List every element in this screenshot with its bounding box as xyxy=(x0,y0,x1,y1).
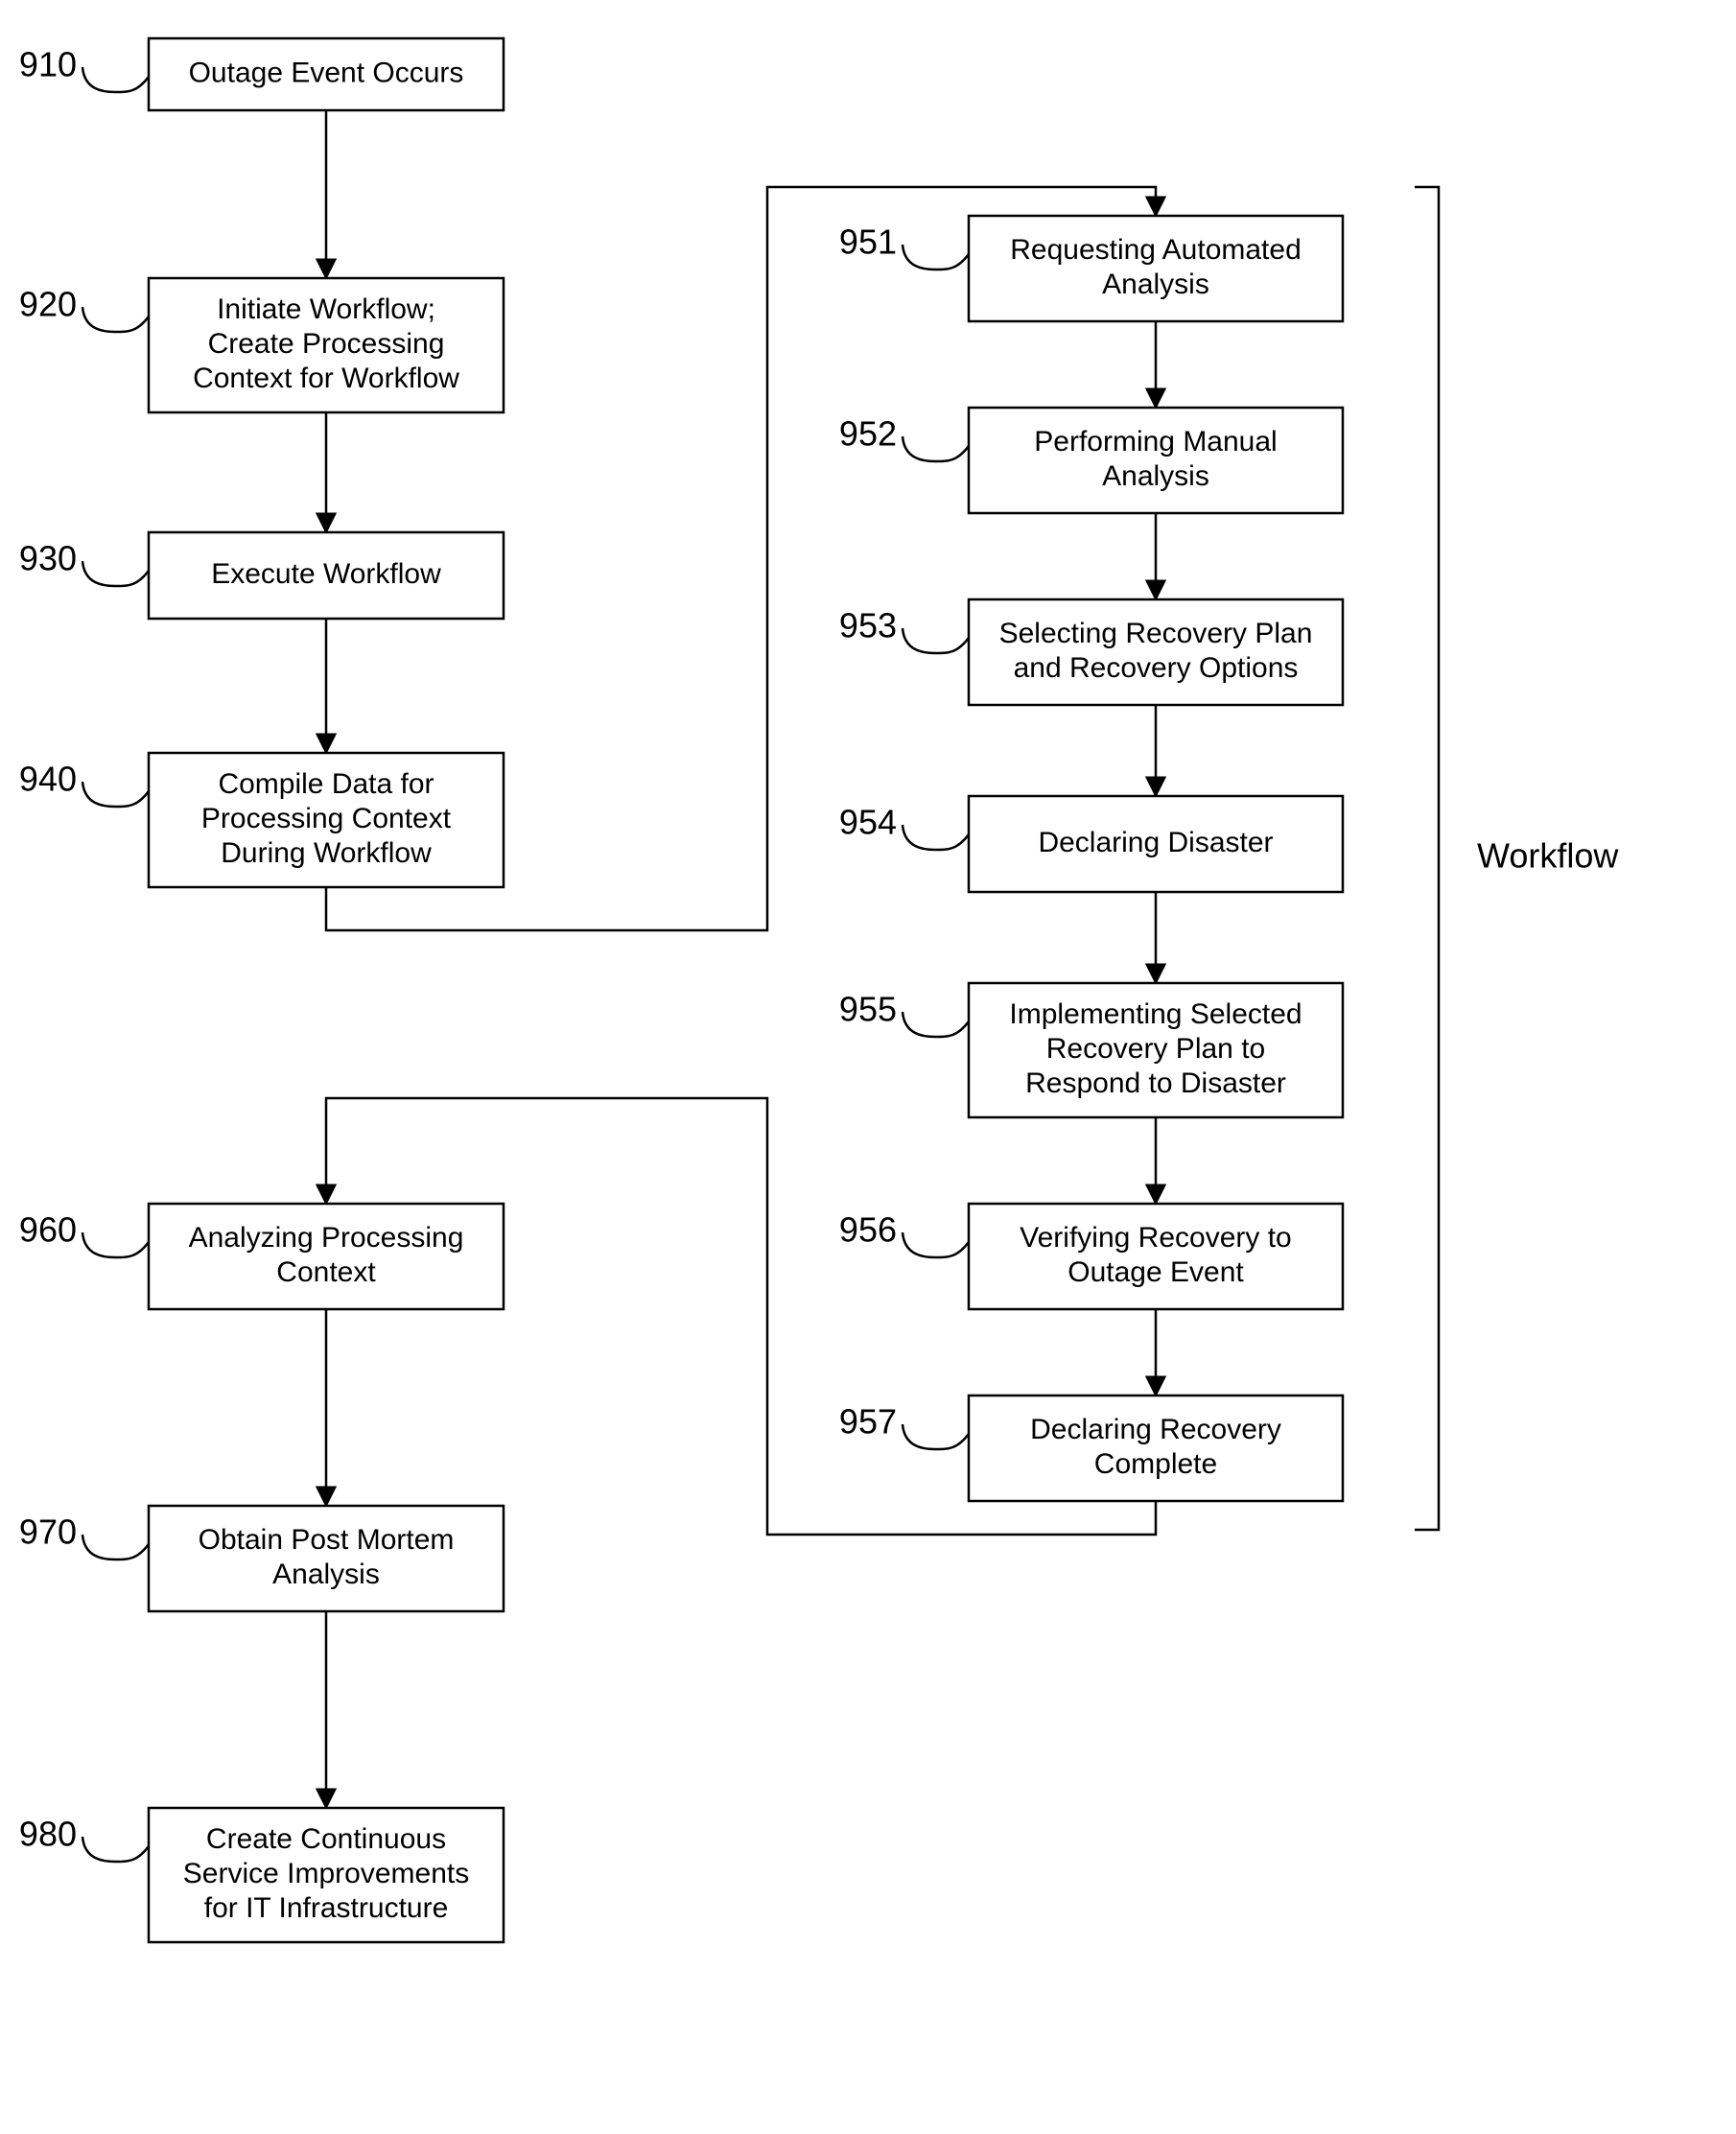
workflow-label: Workflow xyxy=(1477,836,1619,876)
flowchart-node: Initiate Workflow;Create ProcessingConte… xyxy=(19,278,504,412)
flowchart-node: Selecting Recovery Planand Recovery Opti… xyxy=(839,599,1343,705)
flowchart-node: Analyzing ProcessingContext 960 xyxy=(19,1204,504,1309)
node-number-hook xyxy=(82,1535,149,1559)
node-text: Compile Data for xyxy=(218,768,434,800)
node-number: 952 xyxy=(839,414,897,454)
node-number: 954 xyxy=(839,803,897,842)
node-number-hook xyxy=(903,628,969,653)
node-text: Execute Workflow xyxy=(211,558,441,590)
node-number-hook xyxy=(82,67,149,92)
flowchart-node: Compile Data forProcessing ContextDuring… xyxy=(19,753,504,887)
node-text: Context for Workflow xyxy=(193,363,459,394)
node-text: Performing Manual xyxy=(1034,426,1277,457)
flowchart-node: Verifying Recovery toOutage Event 956 xyxy=(839,1204,1343,1309)
flowchart-node: Execute Workflow 930 xyxy=(19,532,504,619)
node-number-hook xyxy=(82,782,149,807)
node-number: 980 xyxy=(19,1815,77,1854)
node-text: Analyzing Processing xyxy=(189,1222,464,1254)
boxes-layer: Outage Event Occurs 910 Initiate Workflow;… xyxy=(19,38,1343,1942)
flowchart-node: Create ContinuousService Improvementsfor… xyxy=(19,1808,504,1942)
node-number-hook xyxy=(903,436,969,461)
node-text: Verifying Recovery to xyxy=(1020,1222,1291,1254)
node-number: 956 xyxy=(839,1210,897,1250)
node-number-hook xyxy=(903,1012,969,1037)
node-number-hook xyxy=(82,561,149,586)
node-number: 970 xyxy=(19,1513,77,1552)
flowchart-canvas: Outage Event Occurs 910 Initiate Workflow;… xyxy=(0,0,1736,2134)
node-number-hook xyxy=(903,1232,969,1257)
node-number-hook xyxy=(82,1837,149,1862)
node-text: Complete xyxy=(1094,1448,1217,1480)
flowchart-node: Implementing SelectedRecovery Plan toRes… xyxy=(839,983,1343,1117)
node-text: Outage Event Occurs xyxy=(189,57,464,88)
node-number-hook xyxy=(82,307,149,332)
node-text: Selecting Recovery Plan xyxy=(999,618,1313,649)
node-text: Service Improvements xyxy=(183,1858,469,1889)
node-number: 951 xyxy=(839,223,897,262)
node-text: and Recovery Options xyxy=(1014,652,1299,684)
node-text: Processing Context xyxy=(201,803,452,834)
node-number-hook xyxy=(903,1424,969,1449)
node-number: 957 xyxy=(839,1402,897,1442)
node-number: 920 xyxy=(19,285,77,324)
flowchart-node: Declaring RecoveryComplete 957 xyxy=(839,1395,1343,1501)
node-number: 960 xyxy=(19,1210,77,1250)
node-text: Declaring Recovery xyxy=(1030,1414,1281,1445)
node-text: Create Continuous xyxy=(206,1823,446,1855)
node-number-hook xyxy=(903,245,969,270)
flowchart-node: Obtain Post MortemAnalysis 970 xyxy=(19,1506,504,1611)
flowchart-node: Outage Event Occurs 910 xyxy=(19,38,504,110)
node-number: 953 xyxy=(839,606,897,645)
node-number: 930 xyxy=(19,539,77,578)
node-number-hook xyxy=(82,1232,149,1257)
node-number: 955 xyxy=(839,990,897,1029)
node-number-hook xyxy=(903,825,969,850)
node-number: 940 xyxy=(19,760,77,799)
node-text: Outage Event xyxy=(1067,1256,1244,1288)
node-text: Obtain Post Mortem xyxy=(199,1524,455,1556)
node-text: Context xyxy=(276,1256,376,1288)
node-text: Analysis xyxy=(1102,460,1209,492)
node-text: Recovery Plan to xyxy=(1046,1033,1265,1065)
node-text: Respond to Disaster xyxy=(1025,1067,1286,1099)
flowchart-node: Performing ManualAnalysis 952 xyxy=(839,408,1343,513)
node-number: 910 xyxy=(19,45,77,84)
node-text: Requesting Automated xyxy=(1010,234,1302,266)
node-text: Declaring Disaster xyxy=(1038,827,1273,858)
node-text: Implementing Selected xyxy=(1009,998,1302,1030)
node-text: Analysis xyxy=(1102,269,1209,300)
node-text: During Workflow xyxy=(221,837,432,869)
node-text: Analysis xyxy=(272,1559,380,1590)
workflow-bracket xyxy=(1415,187,1439,1530)
node-text: Create Processing xyxy=(208,328,445,360)
labels-layer: Workflow xyxy=(1415,187,1619,1530)
node-text: Initiate Workflow; xyxy=(217,293,435,325)
flowchart-node: Requesting AutomatedAnalysis 951 xyxy=(839,216,1343,321)
node-text: for IT Infrastructure xyxy=(204,1892,449,1924)
flowchart-node: Declaring Disaster 954 xyxy=(839,796,1343,892)
